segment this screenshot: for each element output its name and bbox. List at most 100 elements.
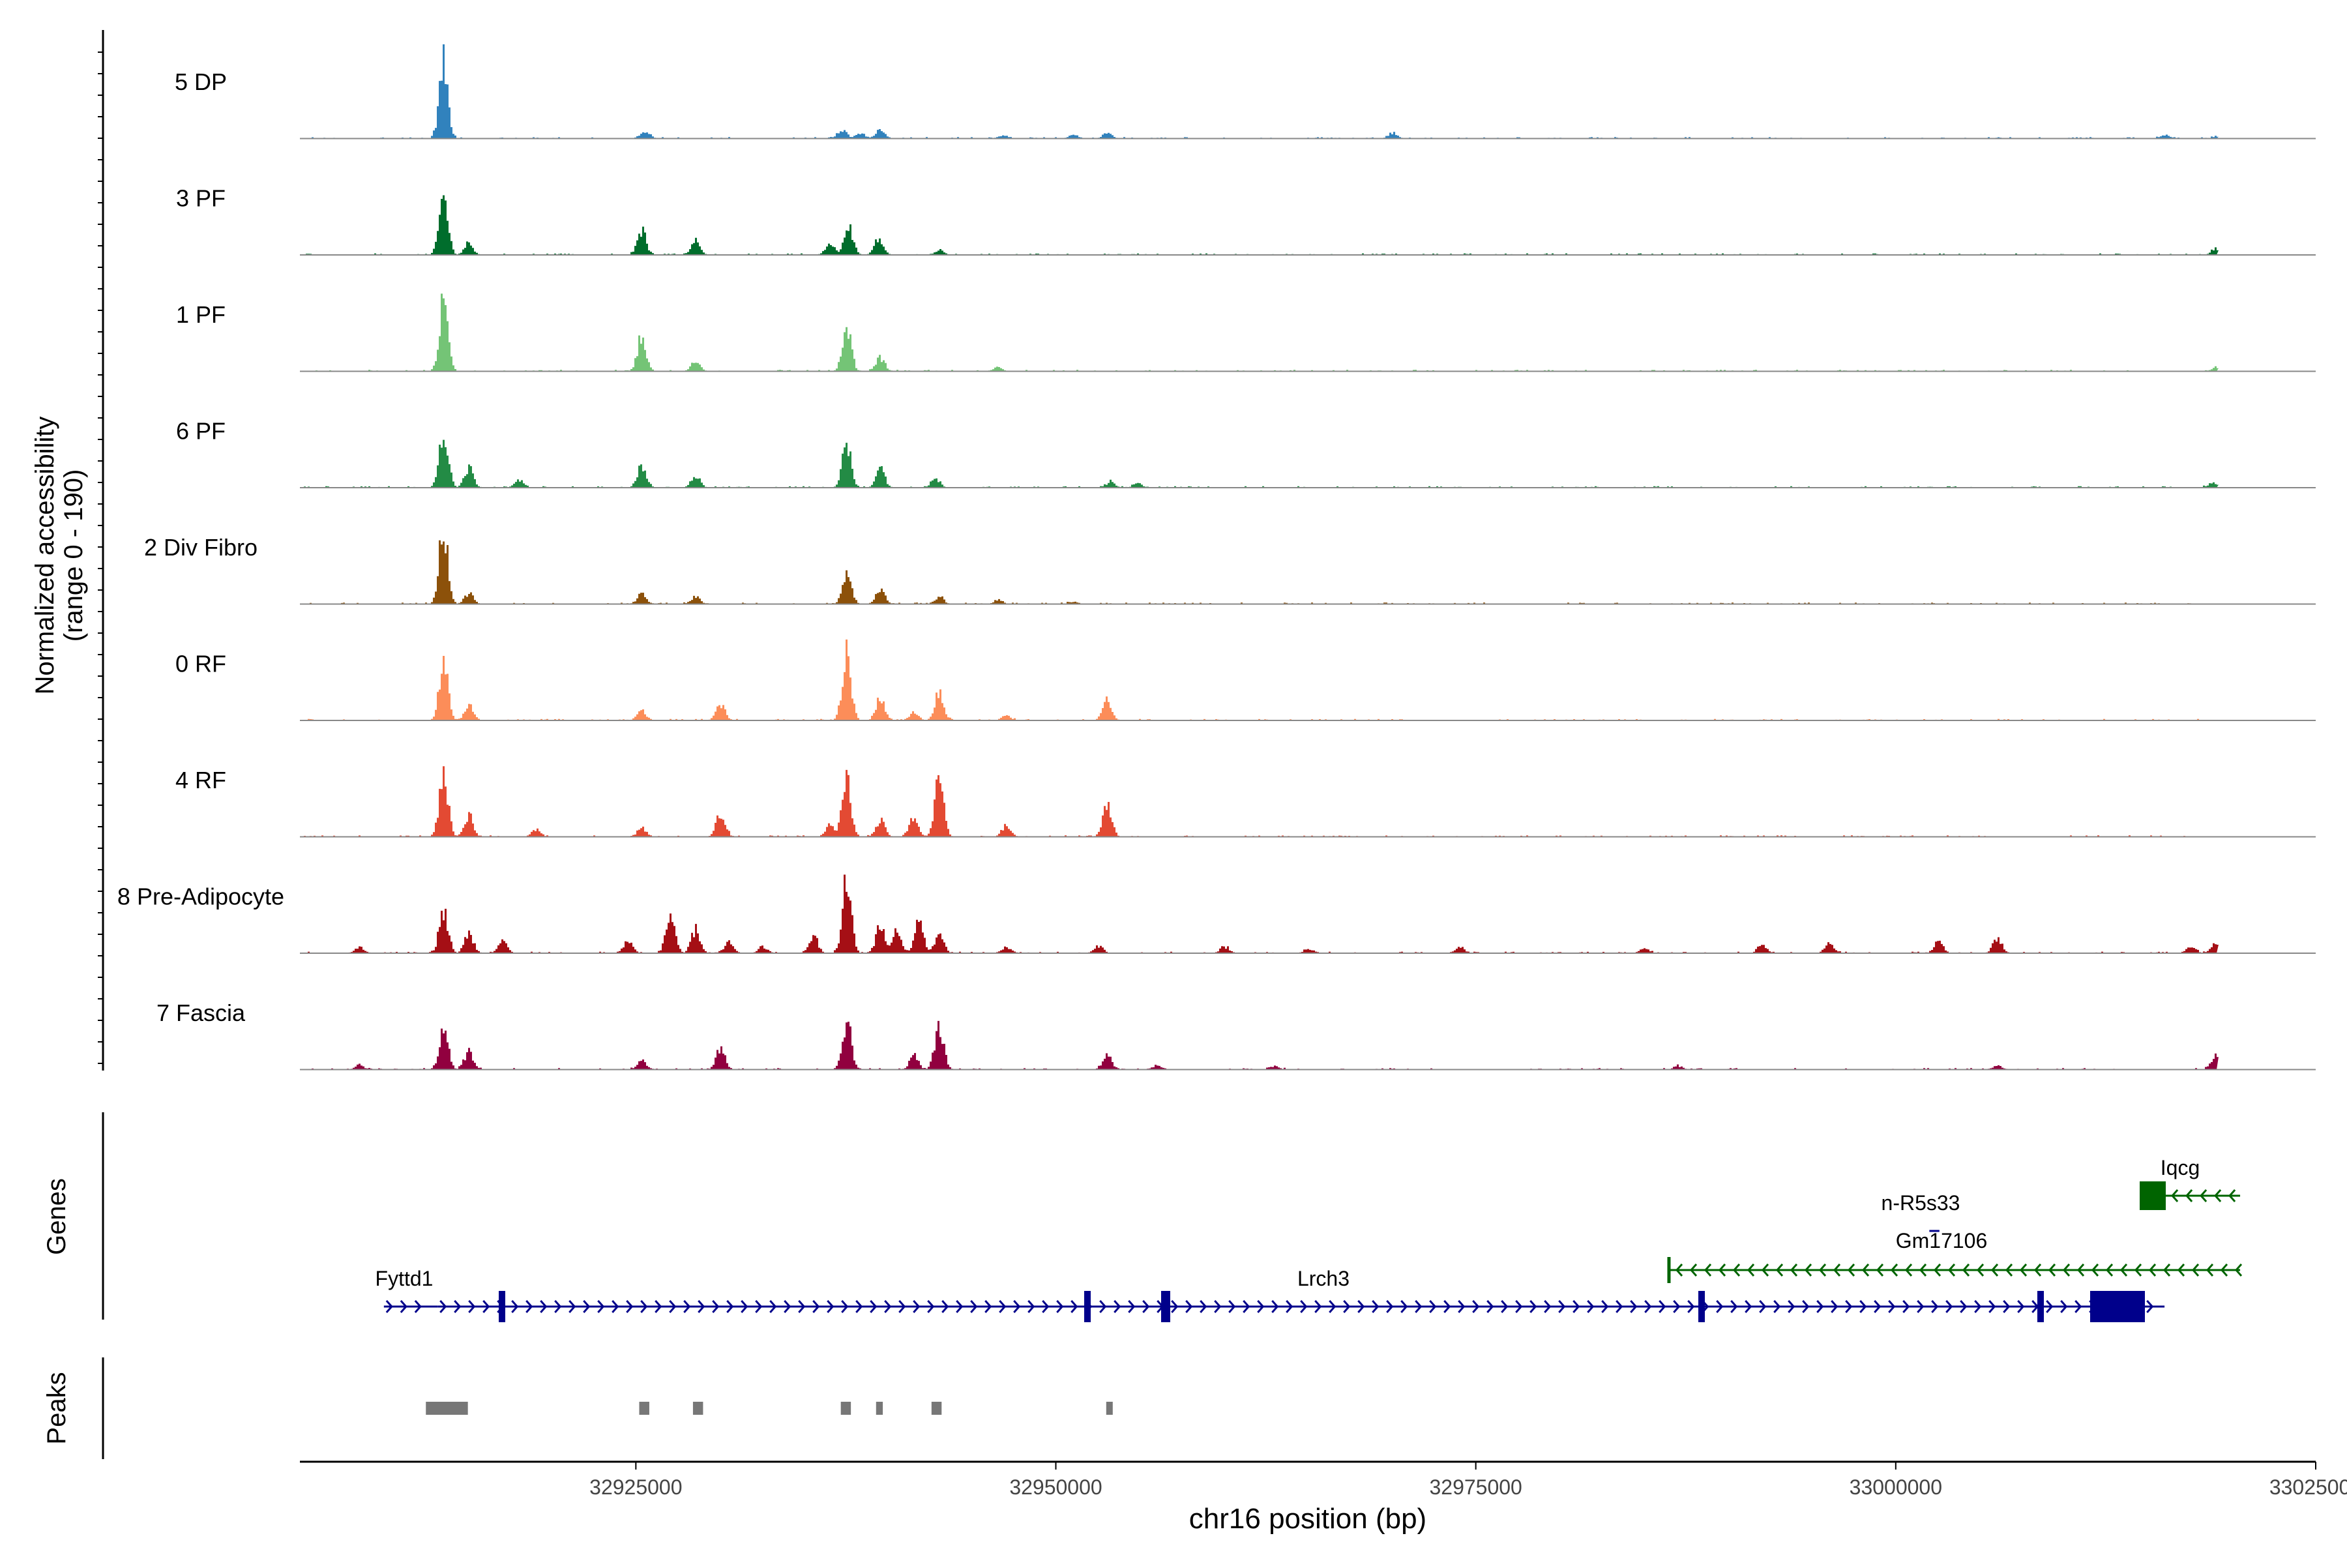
strand-chevron: [1099, 1300, 1107, 1313]
strand-chevron: [698, 1300, 705, 1313]
strand-chevron: [1845, 1300, 1853, 1313]
strand-chevron: [2134, 1264, 2142, 1277]
strand-chevron: [1802, 1300, 1810, 1313]
x-axis-title: chr16 position (bp): [1189, 1503, 1426, 1535]
strand-chevron: [1890, 1264, 1898, 1277]
track-label: 1 PF: [176, 301, 226, 328]
strand-chevron: [1171, 1300, 1179, 1313]
strand-chevron: [454, 1300, 462, 1313]
strand-chevron: [640, 1300, 648, 1313]
strand-chevron: [2048, 1264, 2056, 1277]
strand-chevron: [1271, 1300, 1279, 1313]
strand-chevron: [1042, 1300, 1050, 1313]
strand-chevron: [1486, 1300, 1494, 1313]
gene-label: Gm17106: [1896, 1229, 1988, 1252]
strand-chevron: [1630, 1300, 1638, 1313]
peaks-panel-label: Peaks: [42, 1372, 71, 1444]
strand-chevron: [941, 1300, 949, 1313]
strand-chevron: [755, 1300, 763, 1313]
strand-chevron: [1732, 1264, 1741, 1277]
y-axis-label-line2: (range 0 - 190): [59, 469, 88, 642]
strand-chevron: [1357, 1300, 1365, 1313]
peak-region: [876, 1402, 883, 1415]
strand-chevron: [1689, 1264, 1698, 1277]
strand-chevron: [1056, 1300, 1064, 1313]
strand-chevron: [1300, 1300, 1308, 1313]
gene-label: Iqcg: [2161, 1156, 2200, 1179]
strand-chevron: [927, 1300, 935, 1313]
x-tick-label: 32975000: [1429, 1475, 1522, 1499]
strand-chevron: [1257, 1300, 1265, 1313]
strand-chevron: [1128, 1300, 1136, 1313]
strand-chevron: [1616, 1300, 1623, 1313]
strand-chevron: [1415, 1300, 1423, 1313]
x-tick-label: 32950000: [1009, 1475, 1102, 1499]
strand-chevron: [482, 1300, 490, 1313]
strand-chevron: [439, 1300, 447, 1313]
strand-chevron: [870, 1300, 878, 1313]
strand-chevron: [1185, 1300, 1193, 1313]
strand-chevron: [812, 1300, 820, 1313]
strand-chevron: [2074, 1300, 2082, 1313]
strand-chevron: [1529, 1300, 1537, 1313]
strand-chevron: [769, 1300, 777, 1313]
strand-chevron: [956, 1300, 964, 1313]
strand-chevron: [1429, 1300, 1437, 1313]
gene-lrch3: Lrch3: [437, 1267, 2165, 1322]
strand-chevron: [2033, 1264, 2042, 1277]
strand-chevron: [597, 1300, 605, 1313]
strand-chevron: [2214, 1189, 2222, 1202]
strand-chevron: [2062, 1264, 2071, 1277]
strand-chevron: [1861, 1264, 1870, 1277]
strand-chevron: [1859, 1300, 1867, 1313]
track-label: 7 Fascia: [156, 999, 246, 1026]
strand-chevron: [1718, 1264, 1726, 1277]
strand-chevron: [612, 1300, 619, 1313]
strand-chevron: [798, 1300, 806, 1313]
strand-chevron: [1644, 1300, 1652, 1313]
peak-region: [639, 1402, 649, 1415]
exon: [1084, 1291, 1091, 1322]
strand-chevron: [2162, 1264, 2171, 1277]
track-0-rf: 0 RF: [175, 639, 2316, 721]
strand-chevron: [385, 1300, 393, 1313]
strand-chevron: [2177, 1264, 2185, 1277]
strand-chevron: [1902, 1300, 1910, 1313]
peak-region: [840, 1402, 851, 1415]
strand-chevron: [2046, 1300, 2054, 1313]
track-4-rf: 4 RF: [175, 766, 2316, 838]
track-5-dp: 5 DP: [175, 44, 2316, 140]
gene-gm17106: Gm17106: [1667, 1229, 2243, 1283]
x-tick-label: 32925000: [589, 1475, 682, 1499]
track-2-div-fibro: 2 Div Fibro: [144, 534, 2316, 605]
accessibility-axis-ticks: [98, 52, 103, 1064]
strand-chevron: [2060, 1300, 2068, 1313]
strand-chevron: [2234, 1264, 2243, 1277]
strand-chevron: [1572, 1300, 1580, 1313]
strand-chevron: [2228, 1189, 2236, 1202]
coverage-area: [300, 195, 2219, 255]
strand-chevron: [1804, 1264, 1812, 1277]
track-7-fascia: 7 Fascia: [156, 999, 2316, 1071]
strand-chevron: [414, 1300, 422, 1313]
strand-chevron: [1874, 1300, 1882, 1313]
x-axis-ticks: 32925000 32950000 32975000 33000000 33025000: [589, 1462, 2347, 1499]
strand-chevron: [1745, 1300, 1752, 1313]
strand-chevron: [1747, 1264, 1755, 1277]
strand-chevron: [511, 1300, 519, 1313]
gene-iqcg: Iqcg: [2140, 1156, 2241, 1210]
strand-chevron: [1976, 1264, 1985, 1277]
strand-chevron: [1730, 1300, 1738, 1313]
strand-chevron: [2017, 1300, 2025, 1313]
gene-label: n-R5s33: [1882, 1191, 1960, 1215]
track-label: 8 Pre-Adipocyte: [117, 883, 284, 910]
strand-chevron: [669, 1300, 677, 1313]
strand-chevron: [1544, 1300, 1552, 1313]
strand-chevron: [1788, 1300, 1795, 1313]
strand-chevron: [1990, 1264, 1999, 1277]
strand-chevron: [1386, 1300, 1394, 1313]
strand-chevron: [2185, 1189, 2193, 1202]
coverage-area: [300, 44, 2219, 139]
